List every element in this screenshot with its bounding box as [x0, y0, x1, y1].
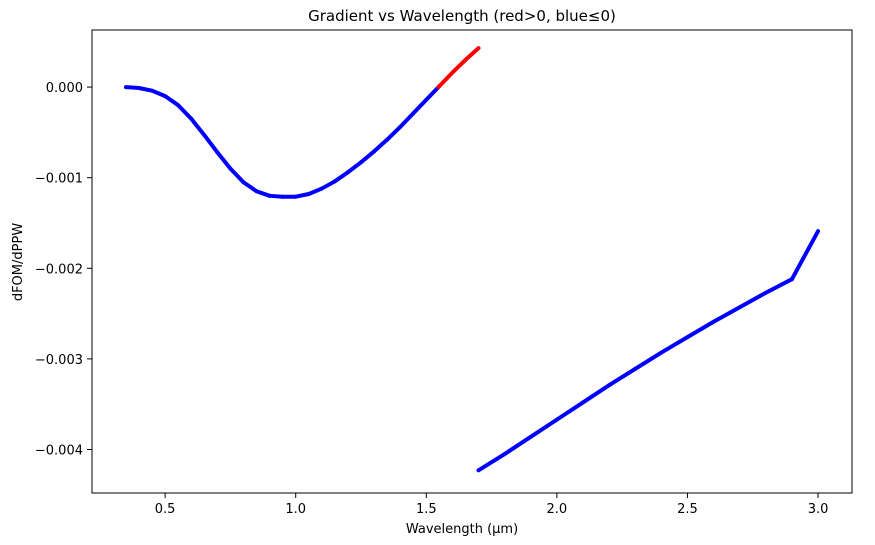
series-1-segment — [176, 103, 194, 121]
series-2-segment — [789, 229, 821, 282]
series-1-segment — [163, 94, 181, 108]
series-2-segment — [711, 305, 742, 324]
series-1-segment — [437, 70, 455, 89]
plot-frame — [91, 29, 853, 494]
series-2-segment — [685, 319, 716, 340]
series-1-segment — [150, 88, 168, 99]
x-tick-label: 3.0 — [808, 502, 829, 517]
series-1-segment — [424, 85, 441, 102]
series-1-segment — [123, 85, 142, 90]
y-tick-label: 0.000 — [46, 81, 83, 96]
x-axis-label: Wavelength (μm) — [406, 522, 518, 537]
series-1-segment — [254, 189, 272, 198]
series-1-segment — [332, 170, 350, 184]
series-1-segment — [293, 191, 311, 199]
x-tick-label: 2.5 — [677, 502, 698, 517]
series-2-segment — [763, 277, 794, 295]
y-tick-label: −0.004 — [35, 444, 83, 459]
chart-title: Gradient vs Wavelength (red>0, blue≤0) — [308, 7, 616, 25]
series-1-segment — [359, 149, 377, 165]
series-2-segment — [476, 452, 507, 473]
series-1-segment — [228, 166, 246, 185]
series-1-segment — [411, 97, 429, 116]
series-1-segment — [398, 111, 416, 129]
series-1-segment — [372, 137, 390, 154]
series-2-segment — [580, 383, 612, 405]
plot-area — [92, 30, 852, 493]
series-1-segment — [215, 150, 233, 171]
x-tick-label: 0.5 — [155, 502, 176, 517]
series-layer — [123, 46, 821, 473]
series-2-segment — [737, 290, 768, 310]
series-2-segment — [607, 366, 638, 388]
series-1-segment — [189, 116, 207, 138]
y-tick-label: −0.002 — [35, 262, 83, 277]
series-1-segment — [385, 124, 403, 142]
series-2-segment — [659, 335, 690, 355]
series-2-segment — [528, 417, 559, 439]
series-2-segment — [554, 400, 585, 422]
plot-background — [92, 30, 852, 493]
series-2-segment — [502, 434, 533, 457]
series-1-segment — [306, 186, 324, 196]
series-1-segment — [450, 57, 468, 75]
series-1-segment — [463, 46, 481, 62]
series-1-segment — [267, 193, 285, 199]
series-1-segment — [202, 133, 220, 155]
series-1-segment — [241, 180, 259, 194]
x-tick-label: 1.0 — [285, 502, 306, 517]
x-tick-label: 2.0 — [547, 502, 568, 517]
series-1-segment — [345, 160, 364, 175]
y-tick-label: −0.003 — [35, 353, 83, 368]
series-2-segment — [633, 350, 664, 371]
y-tick-label: −0.001 — [35, 172, 83, 187]
axes-layer: 0.5 1.0 1.5 2.0 2.5 3.0 0.000 −0.001 −0.002 −0.00… — [35, 29, 853, 517]
y-axis-label: dFOM/dPPW — [11, 223, 26, 301]
x-tick-label: 1.5 — [416, 502, 437, 517]
series-1-segment — [319, 179, 337, 191]
series-1-segment — [137, 85, 155, 93]
